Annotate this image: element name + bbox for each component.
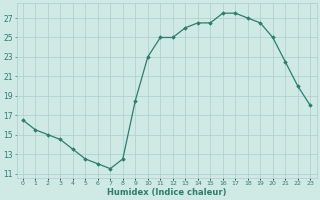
X-axis label: Humidex (Indice chaleur): Humidex (Indice chaleur): [107, 188, 226, 197]
